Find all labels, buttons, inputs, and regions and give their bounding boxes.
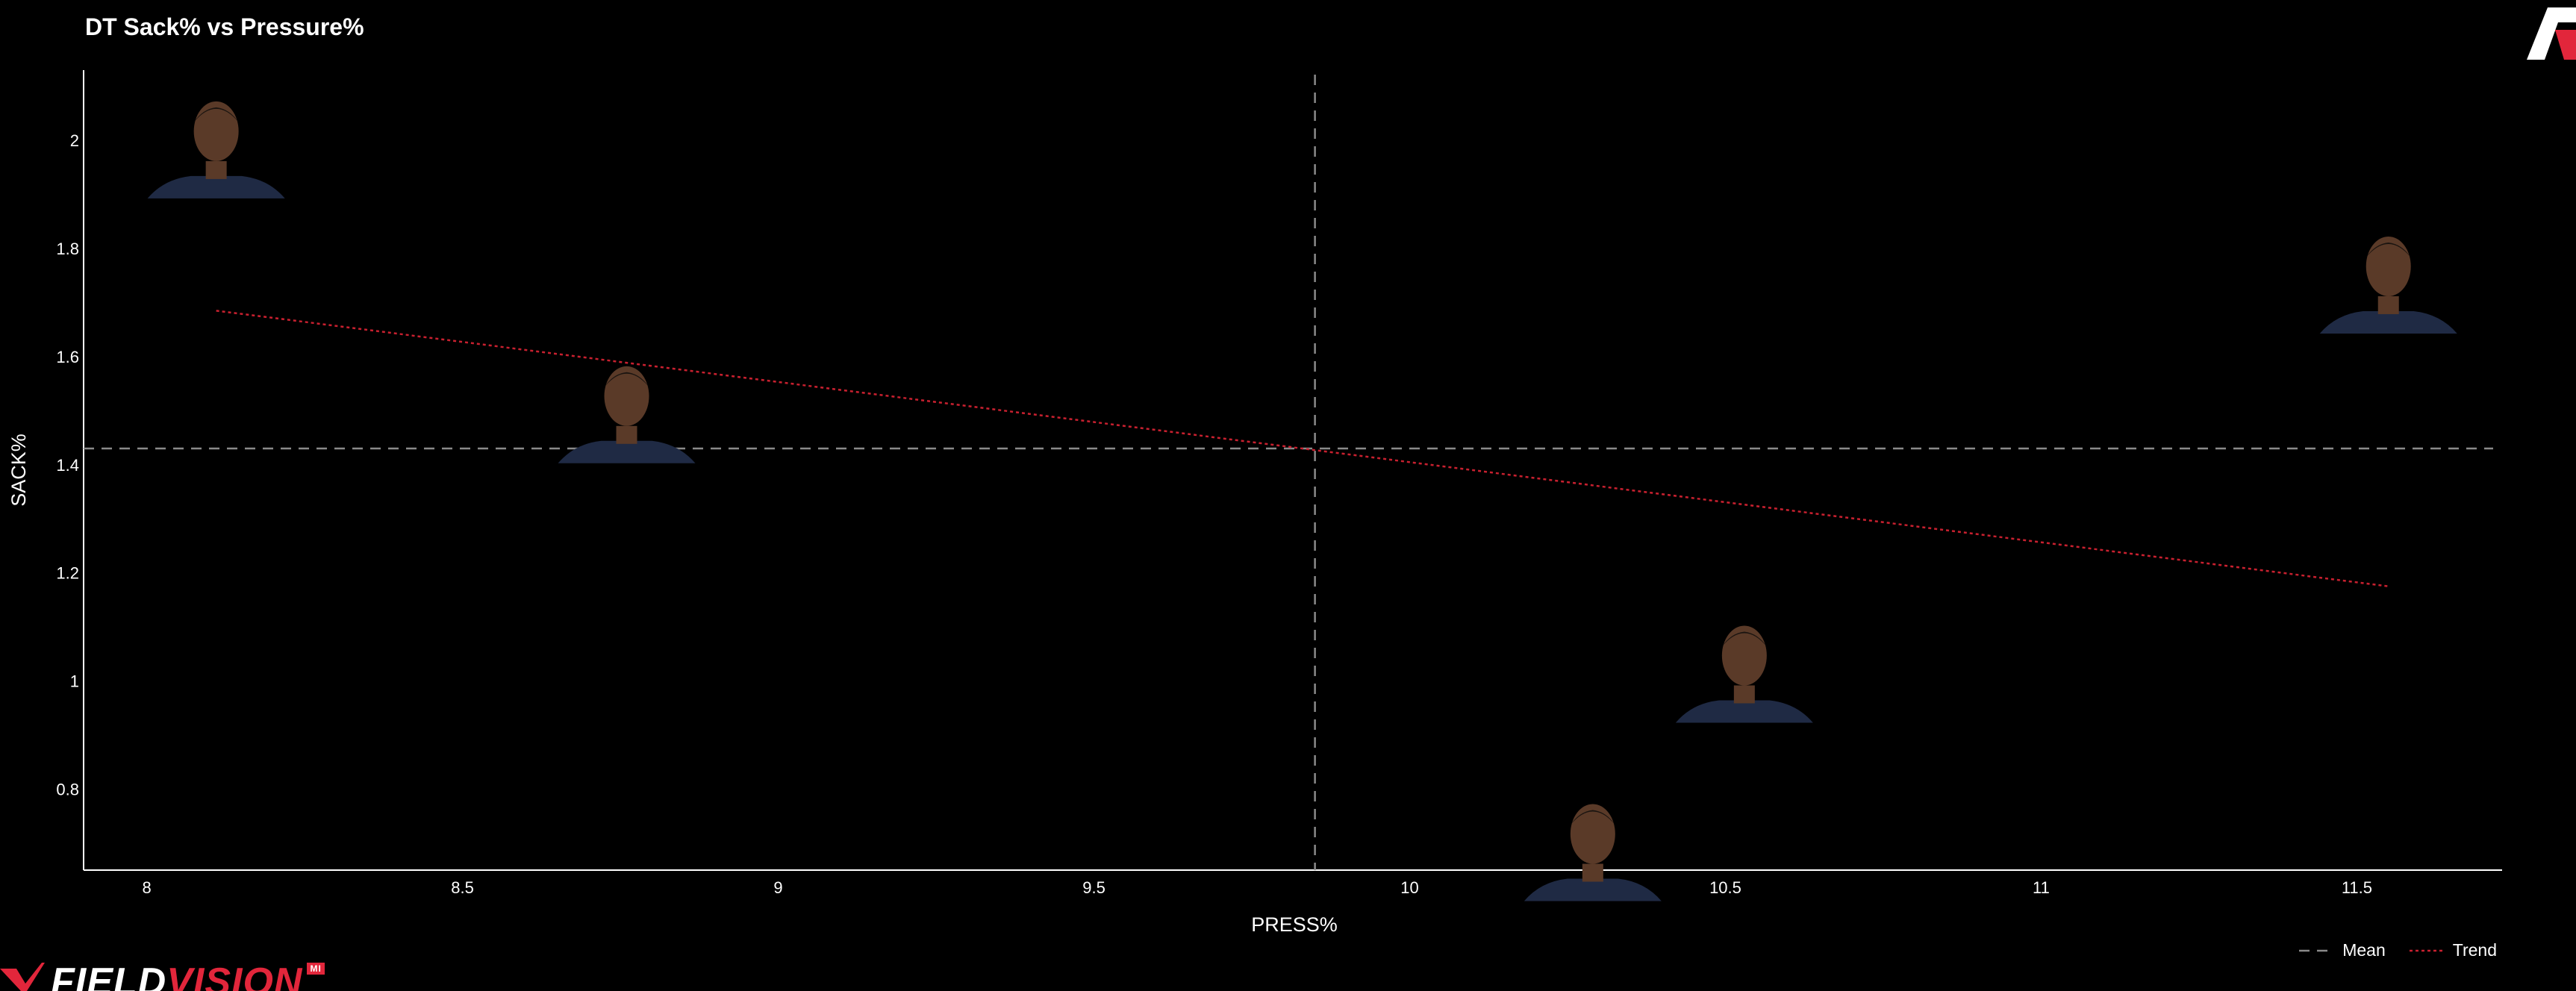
x-tick-label: 11 <box>2033 878 2050 897</box>
x-tick-labels: 8 8.5 9 9.5 10 10.5 11 11.5 <box>142 878 2372 897</box>
y-tick-label: 1.8 <box>56 240 79 258</box>
headshot-jersey <box>558 440 696 463</box>
headshot-neck <box>205 160 227 179</box>
data-point-headshot <box>558 366 696 463</box>
headshot-neck <box>2377 296 2399 314</box>
headshot-face <box>2366 236 2411 296</box>
x-tick-label: 9.5 <box>1082 878 1105 897</box>
legend-trend-label: Trend <box>2452 940 2497 960</box>
legend-mean-label: Mean <box>2342 940 2386 960</box>
brand-mark-icon <box>0 963 45 991</box>
y-tick-label: 1.2 <box>56 564 79 583</box>
y-tick-labels: 0.8 1 1.2 1.4 1.6 1.8 2 <box>56 131 79 798</box>
data-point-headshot <box>147 101 285 198</box>
y-tick-label: 2 <box>70 131 79 150</box>
data-points <box>147 101 2457 901</box>
legend-mean-swatch <box>2299 949 2334 951</box>
y-tick-label: 1.6 <box>56 348 79 366</box>
headshot-face <box>1721 625 1767 686</box>
headshot-face <box>604 366 649 426</box>
x-tick-label: 8 <box>142 878 151 897</box>
x-axis-title: PRESS% <box>1251 913 1338 936</box>
reference-lines <box>84 75 2493 870</box>
brand-wordmark: FIELDVISION MI <box>51 963 325 991</box>
data-point-headshot <box>2319 236 2457 334</box>
x-tick-label: 8.5 <box>451 878 474 897</box>
fieldvision-logo: FIELDVISION MI <box>0 957 388 991</box>
x-tick-label: 9 <box>773 878 782 897</box>
headshot-face <box>193 101 239 161</box>
brand-field-text: FIELD <box>51 960 167 991</box>
data-point-headshot <box>1524 804 1662 901</box>
brand-tm-badge: MI <box>307 963 325 975</box>
x-tick-label: 10.5 <box>1709 878 1741 897</box>
legend: Mean Trend <box>2286 940 2497 960</box>
legend-trend-swatch <box>2409 949 2444 951</box>
y-tick-label: 0.8 <box>56 780 79 798</box>
x-tick-label: 10 <box>1400 878 1418 897</box>
legend-item-trend: Trend <box>2409 940 2497 960</box>
y-tick-label: 1.4 <box>56 456 79 475</box>
legend-item-mean: Mean <box>2299 940 2386 960</box>
corner-logo-icon <box>2527 7 2576 60</box>
headshot-neck <box>616 425 637 444</box>
brand-vision-text: VISION <box>166 960 303 991</box>
data-point-headshot <box>1675 625 1813 723</box>
headshot-jersey <box>2319 310 2457 334</box>
headshot-neck <box>1582 863 1603 882</box>
headshot-neck <box>1733 685 1755 704</box>
x-tick-label: 11.5 <box>2342 878 2372 897</box>
y-tick-label: 1 <box>70 672 79 690</box>
headshot-jersey <box>147 175 285 198</box>
y-axis-title: SACK% <box>7 434 30 507</box>
trend-line <box>216 310 2389 587</box>
headshot-jersey <box>1524 878 1662 901</box>
axes <box>83 70 2502 871</box>
headshot-jersey <box>1675 700 1813 723</box>
chart-title: DT Sack% vs Pressure% <box>85 13 364 40</box>
headshot-face <box>1570 804 1615 864</box>
